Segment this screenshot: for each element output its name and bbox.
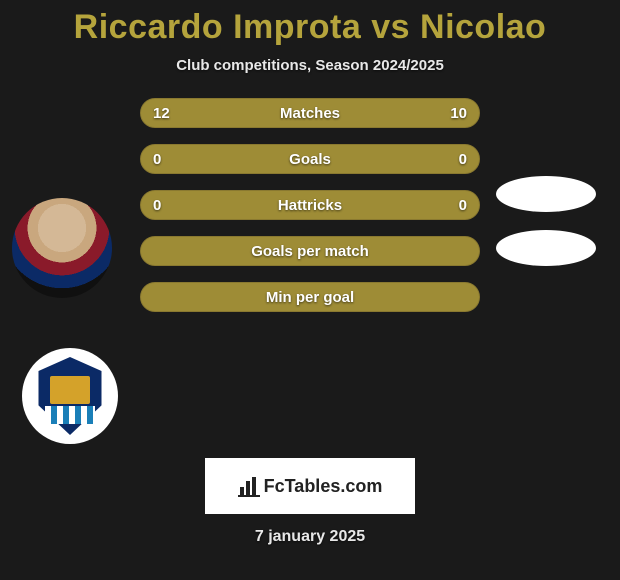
player2-avatar-placeholder: [496, 176, 596, 212]
title-vs: vs: [371, 8, 410, 46]
stat-left-value: 0: [153, 151, 161, 168]
stats-area: 12 Matches 10 0 Goals 0 0 Hattricks 0 Go…: [0, 98, 620, 348]
stat-label: Goals per match: [251, 243, 369, 260]
stat-left-value: 0: [153, 197, 161, 214]
stat-label: Matches: [280, 105, 340, 122]
subtitle: Club competitions, Season 2024/2025: [176, 57, 444, 74]
stat-label: Goals: [289, 151, 331, 168]
title: Riccardo Improta vs Nicolao: [74, 8, 547, 47]
stat-bars: 12 Matches 10 0 Goals 0 0 Hattricks 0 Go…: [140, 98, 480, 312]
date: 7 january 2025: [255, 528, 365, 546]
stat-right-value: 0: [459, 197, 467, 214]
player1-avatar: [12, 198, 112, 298]
source-logo: FcTables.com: [205, 458, 415, 514]
stat-bar-min-per-goal: Min per goal: [140, 282, 480, 312]
stat-bar-matches: 12 Matches 10: [140, 98, 480, 128]
stat-left-value: 12: [153, 105, 170, 122]
source-logo-text: FcTables.com: [264, 476, 383, 497]
infographic-root: Riccardo Improta vs Nicolao Club competi…: [0, 0, 620, 546]
stat-bar-goals-per-match: Goals per match: [140, 236, 480, 266]
player1-club-badge: [22, 348, 118, 444]
stat-right-value: 0: [459, 151, 467, 168]
player2-club-placeholder: [496, 230, 596, 266]
stat-bar-hattricks: 0 Hattricks 0: [140, 190, 480, 220]
stat-right-value: 10: [450, 105, 467, 122]
title-player1: Riccardo Improta: [74, 8, 362, 46]
title-player2: Nicolao: [420, 8, 546, 46]
bar-chart-icon: [238, 475, 260, 497]
club-badge-stripes: [45, 406, 95, 424]
stat-label: Hattricks: [278, 197, 342, 214]
stat-label: Min per goal: [266, 289, 354, 306]
club-badge-gold-panel: [50, 376, 90, 404]
stat-bar-goals: 0 Goals 0: [140, 144, 480, 174]
